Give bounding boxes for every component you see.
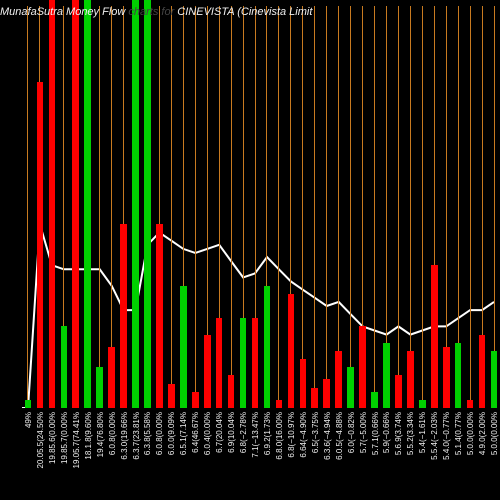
- x-tick-label: 19.4(76.80%: [96, 412, 105, 457]
- x-tick-label: 4.9.0(2.00%: [478, 412, 487, 455]
- bar: [252, 0, 259, 408]
- bar: [335, 0, 342, 408]
- bar: [37, 0, 44, 408]
- bar: [300, 0, 307, 408]
- money-flow-chart: MunafaSutra Money Flow charts for CINEVI…: [0, 0, 500, 500]
- bar: [311, 0, 318, 408]
- bar: [216, 0, 223, 408]
- bar: [479, 0, 486, 408]
- bar: [72, 0, 79, 408]
- bar: [276, 0, 283, 408]
- bar: [49, 0, 56, 408]
- plot-area: [22, 0, 500, 408]
- bar: [359, 0, 366, 408]
- bar: [467, 0, 474, 408]
- x-tick-label: 19.05.7(74.41%: [72, 412, 81, 469]
- x-tick-label: 5.7.1(0.66%: [371, 412, 380, 455]
- bar: [419, 0, 426, 408]
- x-tick-label: 5.1.4(0.77%: [454, 412, 463, 455]
- x-tick-label: 6.0.8(0.00%: [155, 412, 164, 455]
- bar: [204, 0, 211, 408]
- bar: [491, 0, 498, 408]
- x-tick-label: 6.3.7(23.81%: [132, 412, 141, 460]
- bar: [144, 0, 151, 408]
- bar: [407, 0, 414, 408]
- x-tick-label: 6.64(−4.90%: [299, 412, 308, 458]
- x-tick-label: 5.5.4(−2.03%: [430, 412, 439, 460]
- x-tick-label: 19.85.7(0.00%: [60, 412, 69, 464]
- bar: [371, 0, 378, 408]
- x-tick-label: 5.6.9(3.74%: [394, 412, 403, 455]
- value-line: [22, 0, 500, 408]
- x-tick-label: 18.1.8(9.60%: [84, 412, 93, 460]
- x-tick-label: 6.9.2(1.73%: [263, 412, 272, 455]
- x-tick-label: 5.7(−5.00%: [359, 412, 368, 453]
- x-tick-label: 6.0.4(0.00%: [203, 412, 212, 455]
- x-tick-label: 5.0.0(0.00%: [490, 412, 499, 455]
- bar: [84, 0, 91, 408]
- bar: [108, 0, 115, 408]
- bar: [228, 0, 235, 408]
- x-tick-label: 6.0.8(0.00%: [108, 412, 117, 455]
- x-tick-label: 6.0(−0.82%: [347, 412, 356, 453]
- bar: [431, 0, 438, 408]
- bar: [192, 0, 199, 408]
- x-tick-label: 6.0.0(9.09%: [167, 412, 176, 455]
- x-tick-label: 6.8(−10.97%: [287, 412, 296, 458]
- bar: [168, 0, 175, 408]
- bar: [96, 0, 103, 408]
- x-axis-labels: 49%20.05.5(24.50%19.85.6(0.00%19.85.7(0.…: [22, 412, 500, 500]
- x-tick-label: 19.85.6(0.00%: [48, 412, 57, 464]
- x-tick-label: 5.5.2(3.34%: [406, 412, 415, 455]
- x-tick-label: 6.5(−3.75%: [311, 412, 320, 453]
- bar: [383, 0, 390, 408]
- x-tick-label: 7.1(−13.47%: [251, 412, 260, 458]
- x-tick-label: 5.4.0(−0.77%: [442, 412, 451, 460]
- x-tick-label: 6.8(−2.78%: [239, 412, 248, 453]
- bar: [25, 0, 32, 408]
- x-tick-label: 6.5.1(7.14%: [179, 412, 188, 455]
- bar: [288, 0, 295, 408]
- x-tick-label: 6.3.0(19.66%: [120, 412, 129, 460]
- bar: [323, 0, 330, 408]
- bar: [347, 0, 354, 408]
- x-tick-label: 5.9(−0.66%: [382, 412, 391, 453]
- bar: [156, 0, 163, 408]
- bar: [443, 0, 450, 408]
- bar: [395, 0, 402, 408]
- x-tick-label: 6.9(10.04%: [227, 412, 236, 453]
- bar: [180, 0, 187, 408]
- x-tick-label: 6.4(46.67%: [191, 412, 200, 453]
- x-tick-label: 5.0.0(0.00%: [466, 412, 475, 455]
- bar: [61, 0, 68, 408]
- x-tick-label: 6.8.0(16.00%: [275, 412, 284, 460]
- bar: [240, 0, 247, 408]
- chart-title: MunafaSutra Money Flow charts for CINEVI…: [0, 6, 500, 18]
- bar: [120, 0, 127, 408]
- x-tick-label: 6.3.6(−4.94%: [323, 412, 332, 460]
- bar: [132, 0, 139, 408]
- bar: [455, 0, 462, 408]
- x-tick-label: 49%: [24, 412, 33, 428]
- x-tick-label: 5.4(−1.61%: [418, 412, 427, 453]
- bar: [264, 0, 271, 408]
- x-tick-label: 6.7(20.04%: [215, 412, 224, 453]
- x-tick-label: 6.3.8(5.58%: [143, 412, 152, 455]
- x-tick-label: 20.05.5(24.50%: [36, 412, 45, 469]
- x-tick-label: 6.0.5(−4.88%: [335, 412, 344, 460]
